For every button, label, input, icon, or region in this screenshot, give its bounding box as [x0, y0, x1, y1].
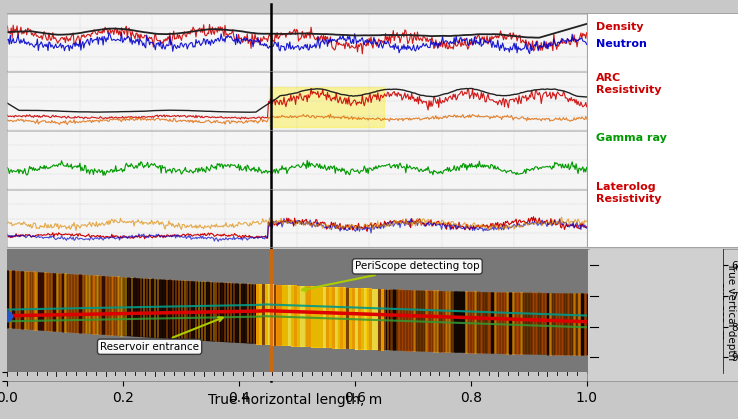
- Bar: [170, 250, 297, 256]
- Text: 93.1deg: 93.1deg: [254, 17, 289, 26]
- Bar: [7, 249, 587, 381]
- Text: ▶: ▶: [303, 250, 308, 256]
- Text: Density: Density: [596, 22, 643, 32]
- Text: Laterolog
Resistivity: Laterolog Resistivity: [596, 182, 661, 204]
- Text: Neutron: Neutron: [596, 39, 646, 49]
- Text: PeriScope detecting top: PeriScope detecting top: [302, 261, 480, 291]
- Text: 92.66deg: 92.66deg: [207, 27, 247, 36]
- Text: Gamma ray: Gamma ray: [596, 133, 666, 143]
- Text: True horizontal length, m: True horizontal length, m: [208, 393, 382, 407]
- Bar: [7, 13, 587, 247]
- Text: M1: M1: [260, 0, 283, 3]
- Text: 92.9deg: 92.9deg: [147, 27, 181, 36]
- Bar: [587, 13, 738, 247]
- Text: ARC
Resistivity: ARC Resistivity: [596, 73, 661, 95]
- Bar: [587, 249, 738, 381]
- Text: True vertical depth
sub-sea, m: True vertical depth sub-sea, m: [714, 262, 737, 360]
- Text: Reservoir entrance: Reservoir entrance: [100, 317, 223, 352]
